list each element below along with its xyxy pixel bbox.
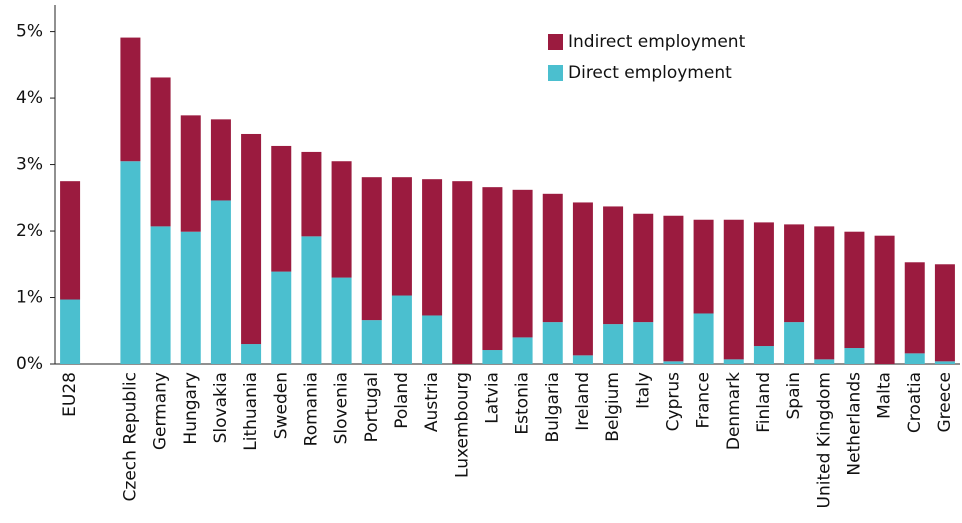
bar-segment: [572, 202, 593, 356]
x-tick-label: Slovenia: [332, 372, 352, 444]
x-tick-label: Netherlands: [844, 372, 864, 476]
bar-segment: [663, 361, 684, 364]
bar-segment: [663, 215, 684, 362]
bar-segment: [572, 355, 593, 364]
bar-segment: [331, 277, 352, 364]
bar-segment: [542, 193, 563, 323]
x-tick-label: Luxembourg: [452, 372, 472, 478]
bar-segment: [633, 213, 654, 323]
y-tick-label: 1%: [16, 288, 43, 308]
y-tick-label: 3%: [16, 155, 43, 175]
x-tick-label: Germany: [151, 372, 171, 450]
x-tick-label: Sweden: [271, 372, 291, 439]
bar-segment: [452, 181, 473, 364]
bar-segment: [271, 271, 292, 364]
bar-segment: [814, 359, 835, 364]
x-tick-label: Lithuania: [241, 372, 261, 451]
x-tick-label: Belgium: [603, 372, 623, 442]
bar-segment: [150, 226, 171, 364]
bar-segment: [60, 299, 81, 364]
bar-segment: [723, 219, 744, 360]
legend-swatch: [548, 34, 563, 50]
bar-segment: [422, 315, 443, 364]
x-tick-label: Spain: [784, 372, 804, 420]
x-tick-label: Estonia: [513, 372, 533, 435]
bar-segment: [180, 115, 201, 232]
bar-segment: [934, 361, 955, 364]
x-tick-label: Ireland: [573, 372, 593, 431]
x-tick-label: Denmark: [724, 372, 744, 450]
x-tick-label: Greece: [935, 372, 955, 433]
bar-segment: [271, 145, 292, 272]
legend-label: Direct employment: [568, 63, 732, 83]
bar-segment: [361, 177, 382, 321]
x-tick-label: Cyprus: [663, 372, 683, 431]
bar-segment: [603, 206, 624, 325]
x-tick-label: Poland: [392, 372, 412, 429]
x-tick-label: Latvia: [482, 372, 502, 424]
bar-segment: [361, 320, 382, 364]
bar-segment: [934, 264, 955, 362]
x-tick-label: Italy: [633, 372, 653, 409]
bar-segment: [210, 119, 231, 201]
bar-segment: [241, 133, 262, 345]
bar-segment: [844, 231, 865, 349]
bar-segment: [814, 226, 835, 360]
bar-segment: [482, 187, 503, 351]
bar-segment: [120, 37, 141, 162]
bar-segment: [784, 224, 805, 323]
bar-segment: [723, 359, 744, 364]
bar-segment: [693, 219, 714, 314]
bar-segment: [542, 322, 563, 364]
x-tick-label: Austria: [422, 372, 442, 432]
bar-segment: [512, 189, 533, 338]
legend-swatch: [548, 65, 563, 81]
bar-segment: [301, 236, 322, 364]
legend-label: Indirect employment: [568, 32, 746, 52]
y-tick-label: 5%: [16, 22, 43, 42]
bar-segment: [482, 350, 503, 364]
y-tick-label: 4%: [16, 88, 43, 108]
x-tick-label: Hungary: [181, 372, 201, 445]
bar-segment: [904, 353, 925, 364]
bar-segment: [391, 177, 412, 296]
x-tick-label: Romania: [301, 372, 321, 446]
bar-segment: [210, 200, 231, 364]
y-tick-label: 0%: [16, 354, 43, 374]
x-tick-label: Slovakia: [211, 372, 231, 443]
bar-segment: [241, 344, 262, 364]
y-tick-label: 2%: [16, 221, 43, 241]
bar-segment: [60, 181, 81, 300]
bar-segment: [753, 222, 774, 347]
bar-segment: [633, 322, 654, 364]
bar-segment: [391, 295, 412, 364]
x-tick-label: Bulgaria: [543, 372, 563, 443]
x-tick-label: United Kingdom: [814, 372, 834, 508]
bar-segment: [904, 262, 925, 354]
bar-segment: [753, 346, 774, 364]
x-tick-label: France: [694, 372, 714, 429]
x-tick-label: Croatia: [905, 372, 925, 433]
x-tick-label: Finland: [754, 372, 774, 433]
bar-segment: [784, 322, 805, 364]
x-tick-label: Malta: [875, 372, 895, 419]
bar-segment: [693, 313, 714, 364]
bar-segment: [150, 77, 171, 227]
bar-segment: [120, 161, 141, 364]
bar-segment: [301, 151, 322, 237]
x-tick-label: Portugal: [362, 372, 382, 442]
x-tick-label: Czech Republic: [120, 372, 140, 501]
bar-segment: [422, 179, 443, 316]
bar-segment: [603, 324, 624, 364]
bar-segment: [331, 161, 352, 278]
bar-segment: [512, 337, 533, 364]
bar-segment: [180, 231, 201, 364]
x-tick-label: EU28: [60, 372, 80, 417]
bar-segment: [874, 235, 895, 364]
bar-segment: [844, 348, 865, 364]
